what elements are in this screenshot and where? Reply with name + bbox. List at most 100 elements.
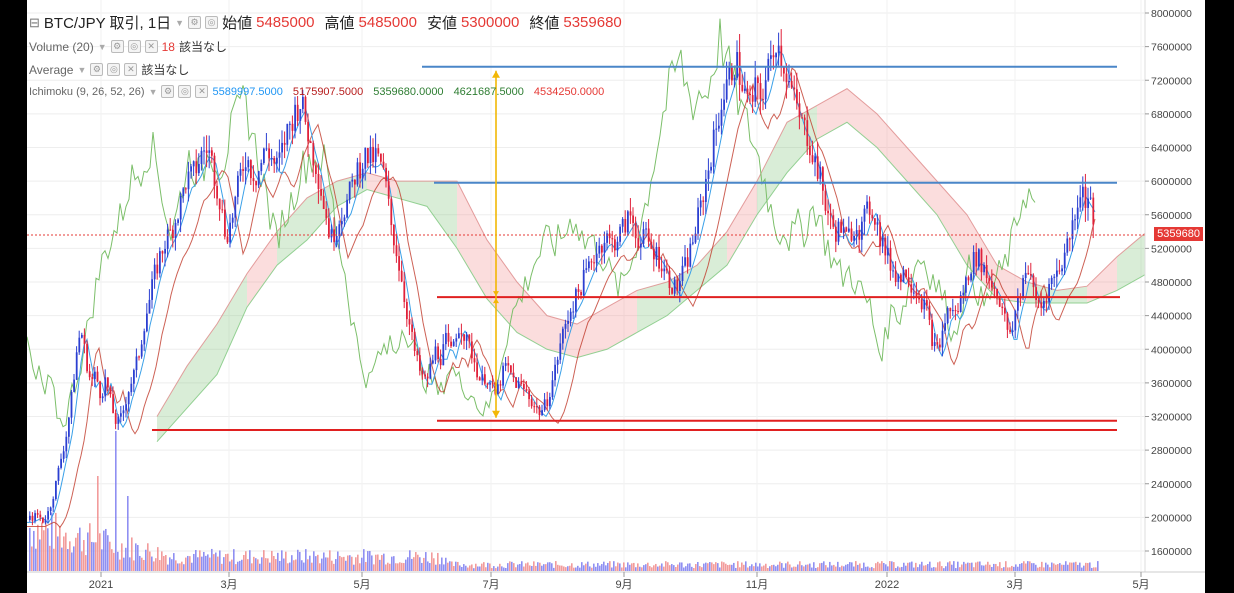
volume-bar [143, 559, 145, 571]
hide-icon[interactable]: ◎ [107, 63, 121, 76]
volume-bar [973, 567, 975, 571]
candle-body [887, 247, 889, 256]
cloud-segment [427, 181, 457, 249]
collapse-icon[interactable]: ⊟ [29, 14, 40, 30]
candle-body [1001, 306, 1004, 309]
volume-bar [959, 567, 961, 571]
low-value: 5300000 [460, 14, 520, 31]
candle-body [871, 214, 874, 219]
settings-icon[interactable]: ⚙ [188, 16, 202, 29]
candle-body [333, 229, 335, 242]
candle-body [312, 143, 315, 166]
arrow-down-icon [492, 410, 500, 418]
candle-body [533, 406, 536, 408]
volume-bar [939, 561, 941, 571]
candle-body [159, 251, 161, 274]
candle-body [892, 270, 894, 272]
volume-bar [721, 561, 723, 571]
volume-bar [273, 556, 275, 571]
settings-icon[interactable]: ⚙ [110, 40, 124, 53]
volume-bar [195, 550, 197, 571]
candle-body [1076, 207, 1079, 220]
candle-body [1074, 219, 1076, 221]
close-icon[interactable]: ✕ [144, 40, 158, 53]
volume-bar [797, 564, 799, 571]
candle-body [148, 299, 151, 314]
volume-bar [933, 567, 935, 571]
hide-icon[interactable]: ◎ [127, 40, 141, 53]
candle-body [439, 359, 442, 366]
volume-bar [449, 561, 451, 571]
volume-bar [641, 567, 643, 571]
chevron-down-icon[interactable]: ▼ [175, 17, 185, 28]
volume-label[interactable]: Volume (20) [29, 39, 94, 54]
last-price-tag: 5359680 [1154, 227, 1203, 241]
candle-body [775, 53, 777, 58]
candle-body [60, 458, 62, 468]
candle-body [296, 104, 299, 121]
candle-body [627, 211, 629, 233]
candle-body [538, 406, 541, 416]
chevron-down-icon[interactable]: ▼ [148, 86, 158, 97]
candle-body [398, 256, 400, 271]
candle-body [733, 77, 736, 81]
candle-body [692, 242, 694, 244]
volume-bar [601, 564, 603, 571]
volume-bar [727, 564, 729, 571]
candle-body [1056, 270, 1058, 277]
volume-bar [675, 566, 677, 571]
hide-icon[interactable]: ◎ [205, 16, 219, 29]
candle-body [122, 410, 125, 414]
candle-body [307, 121, 309, 142]
ichimoku-span-a: 4621687.5000 [453, 85, 524, 98]
candle-body [265, 148, 268, 150]
average-label[interactable]: Average [29, 62, 74, 77]
volume-bar [817, 567, 819, 571]
volume-bar [725, 563, 727, 571]
volume-bar [1089, 562, 1091, 571]
candle-body [117, 416, 120, 424]
symbol-title[interactable]: BTC/JPY 取引, 1日 [43, 15, 172, 32]
volume-bar [763, 565, 765, 571]
candle-body [780, 45, 783, 68]
volume-bar [49, 545, 51, 571]
candle-body [788, 81, 790, 83]
candle-body [894, 270, 897, 282]
candle-body [291, 123, 294, 131]
volume-bar [437, 552, 439, 571]
volume-bar [189, 556, 191, 571]
close-icon[interactable]: ✕ [195, 85, 209, 98]
ichimoku-conversion: 5589997.5000 [212, 85, 283, 98]
candle-body [70, 391, 73, 418]
volume-bar [421, 562, 423, 571]
settings-icon[interactable]: ⚙ [90, 63, 104, 76]
candle-body [211, 150, 213, 156]
volume-bar [811, 567, 813, 571]
volume-bar [753, 566, 755, 571]
volume-bar [633, 562, 635, 571]
candle-body [621, 218, 624, 227]
candle-body [335, 235, 338, 242]
candle-body [952, 310, 954, 312]
candle-body [1030, 274, 1032, 276]
candle-body [182, 188, 185, 197]
settings-icon[interactable]: ⚙ [161, 85, 175, 98]
ichimoku-label[interactable]: Ichimoku (9, 26, 52, 26) [29, 85, 145, 98]
volume-bar [39, 539, 41, 571]
volume-bar [631, 563, 633, 571]
hide-icon[interactable]: ◎ [178, 85, 192, 98]
candle-body [759, 83, 762, 100]
volume-bar [783, 567, 785, 571]
chart-canvas[interactable]: 8000000 7600000 7200000 6800000 6400000 60000… [27, 0, 1205, 593]
volume-bar [423, 557, 425, 571]
chevron-down-icon[interactable]: ▼ [77, 64, 87, 75]
volume-bar [1001, 568, 1003, 571]
chevron-down-icon[interactable]: ▼ [97, 41, 107, 52]
candle-body [980, 249, 983, 273]
candle-body [1032, 275, 1035, 288]
volume-bar [823, 561, 825, 571]
candle-body [543, 399, 546, 411]
volume-bar [679, 562, 681, 571]
volume-bar [653, 565, 655, 571]
close-icon[interactable]: ✕ [124, 63, 138, 76]
